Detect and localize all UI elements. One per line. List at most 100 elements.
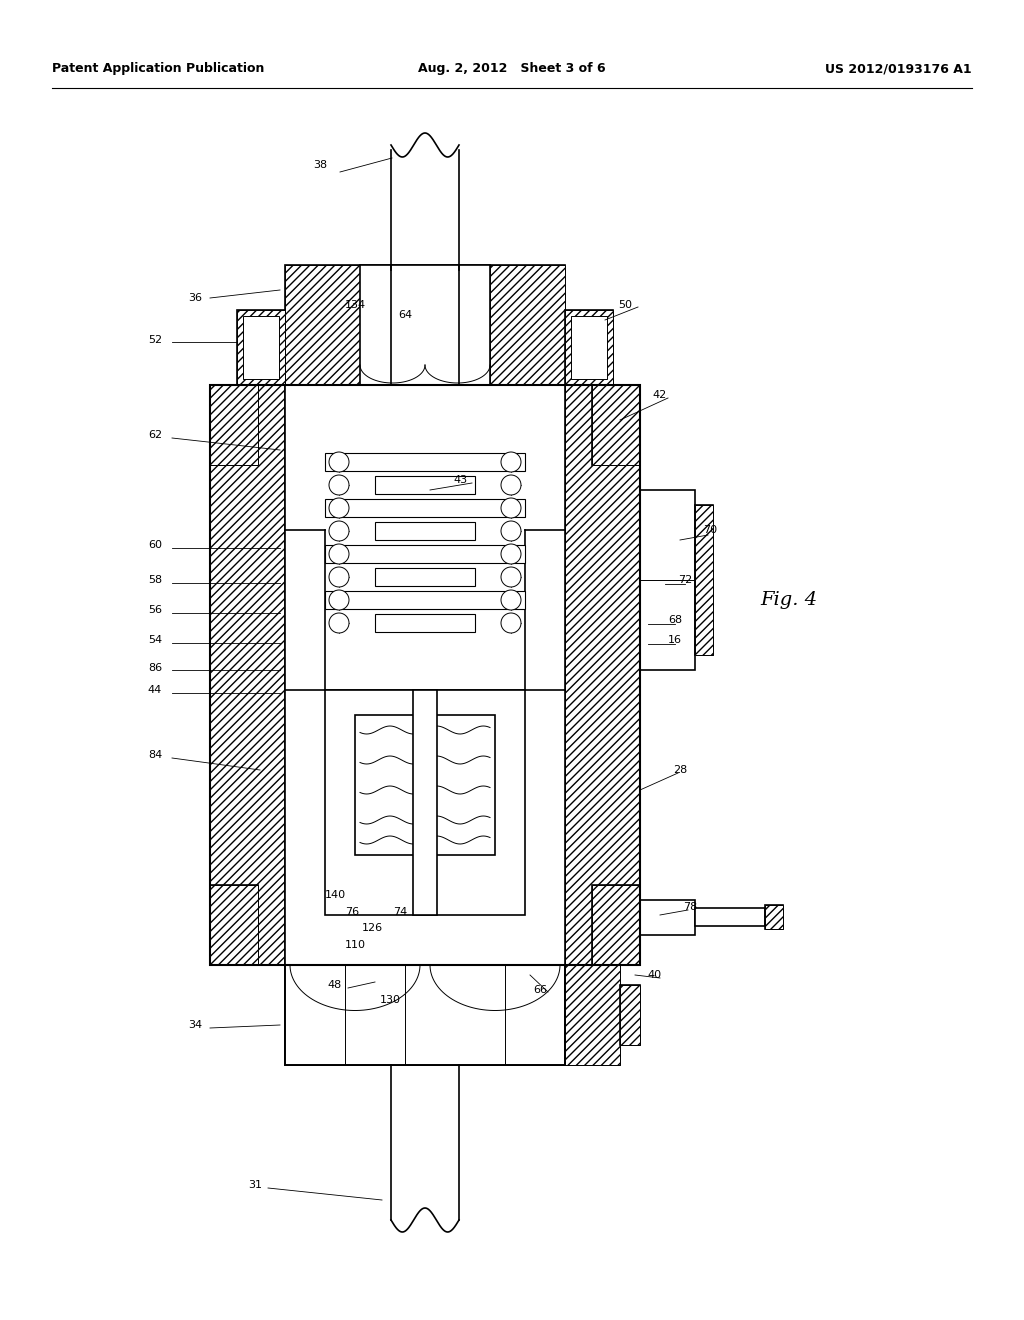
Bar [285,265,360,385]
Bar [325,545,525,564]
Bar [327,593,523,607]
Circle shape [501,568,521,587]
Bar [495,690,525,915]
Bar [565,965,620,1065]
Text: 130: 130 [380,995,400,1005]
Circle shape [501,521,521,541]
Bar [765,906,783,929]
Bar [210,385,640,436]
Text: US 2012/0193176 A1: US 2012/0193176 A1 [825,62,972,75]
Bar [430,814,485,855]
Bar [360,265,490,385]
Bar [285,965,565,1065]
Bar [210,884,258,965]
Circle shape [501,612,521,634]
Bar [592,884,640,965]
Text: 78: 78 [683,902,697,912]
Text: 40: 40 [648,970,663,979]
Bar [325,591,525,609]
Circle shape [329,521,349,541]
Text: 36: 36 [188,293,202,304]
Bar [377,570,473,583]
Bar [325,690,525,915]
Text: Aug. 2, 2012   Sheet 3 of 6: Aug. 2, 2012 Sheet 3 of 6 [418,62,606,75]
Bar [285,965,565,1065]
Text: 64: 64 [398,310,412,319]
Bar [210,385,258,465]
Bar [285,965,565,1065]
Bar [565,385,640,965]
Bar [695,908,765,927]
Circle shape [501,498,521,517]
Text: 68: 68 [668,615,682,624]
Bar [210,385,640,965]
Text: 72: 72 [678,576,692,585]
Bar [695,506,713,655]
Text: 44: 44 [147,685,162,696]
Text: 74: 74 [393,907,408,917]
Circle shape [329,568,349,587]
Bar [210,385,258,465]
Bar [620,985,640,1045]
Text: 60: 60 [148,540,162,550]
Bar [210,385,285,965]
Text: 16: 16 [668,635,682,645]
Bar [695,506,713,655]
Circle shape [329,475,349,495]
Bar [325,690,355,915]
Bar [327,455,523,469]
Text: 76: 76 [345,907,359,917]
Bar [210,915,640,965]
Text: 62: 62 [147,430,162,440]
Text: 50: 50 [618,300,632,310]
Circle shape [329,544,349,564]
Text: 140: 140 [325,890,345,900]
Bar [413,690,437,915]
Bar [640,900,695,935]
Text: 28: 28 [673,766,687,775]
Text: 126: 126 [361,923,383,933]
Bar [210,385,285,965]
Bar [355,715,495,855]
Text: 42: 42 [653,389,667,400]
Text: 52: 52 [147,335,162,345]
Bar [565,965,620,1065]
Bar [640,490,695,671]
Bar [375,521,475,540]
Bar [210,915,640,965]
Circle shape [501,475,521,495]
Text: 84: 84 [147,750,162,760]
Circle shape [329,590,349,610]
Text: 54: 54 [147,635,162,645]
Bar [490,265,565,385]
Bar [592,884,640,965]
Bar [237,310,285,385]
Text: Fig. 4: Fig. 4 [760,591,817,609]
Circle shape [329,612,349,634]
Bar [565,310,613,385]
Circle shape [329,498,349,517]
Bar [360,814,420,855]
Text: 134: 134 [344,300,366,310]
Text: 38: 38 [313,160,327,170]
Bar [765,906,783,929]
Text: 48: 48 [328,979,342,990]
Bar [325,499,525,517]
Circle shape [501,544,521,564]
Bar [620,985,640,1045]
Bar [375,477,475,494]
Bar [237,310,285,385]
Text: 31: 31 [248,1180,262,1191]
Bar [592,385,640,465]
Bar [377,478,473,492]
Text: 43: 43 [453,475,467,484]
Text: 56: 56 [148,605,162,615]
Text: 34: 34 [188,1020,202,1030]
Text: 66: 66 [534,985,547,995]
Bar [325,453,525,471]
Bar [377,616,473,630]
Text: 110: 110 [344,940,366,950]
Bar [285,265,565,385]
Bar [592,385,640,465]
Bar [327,546,523,561]
